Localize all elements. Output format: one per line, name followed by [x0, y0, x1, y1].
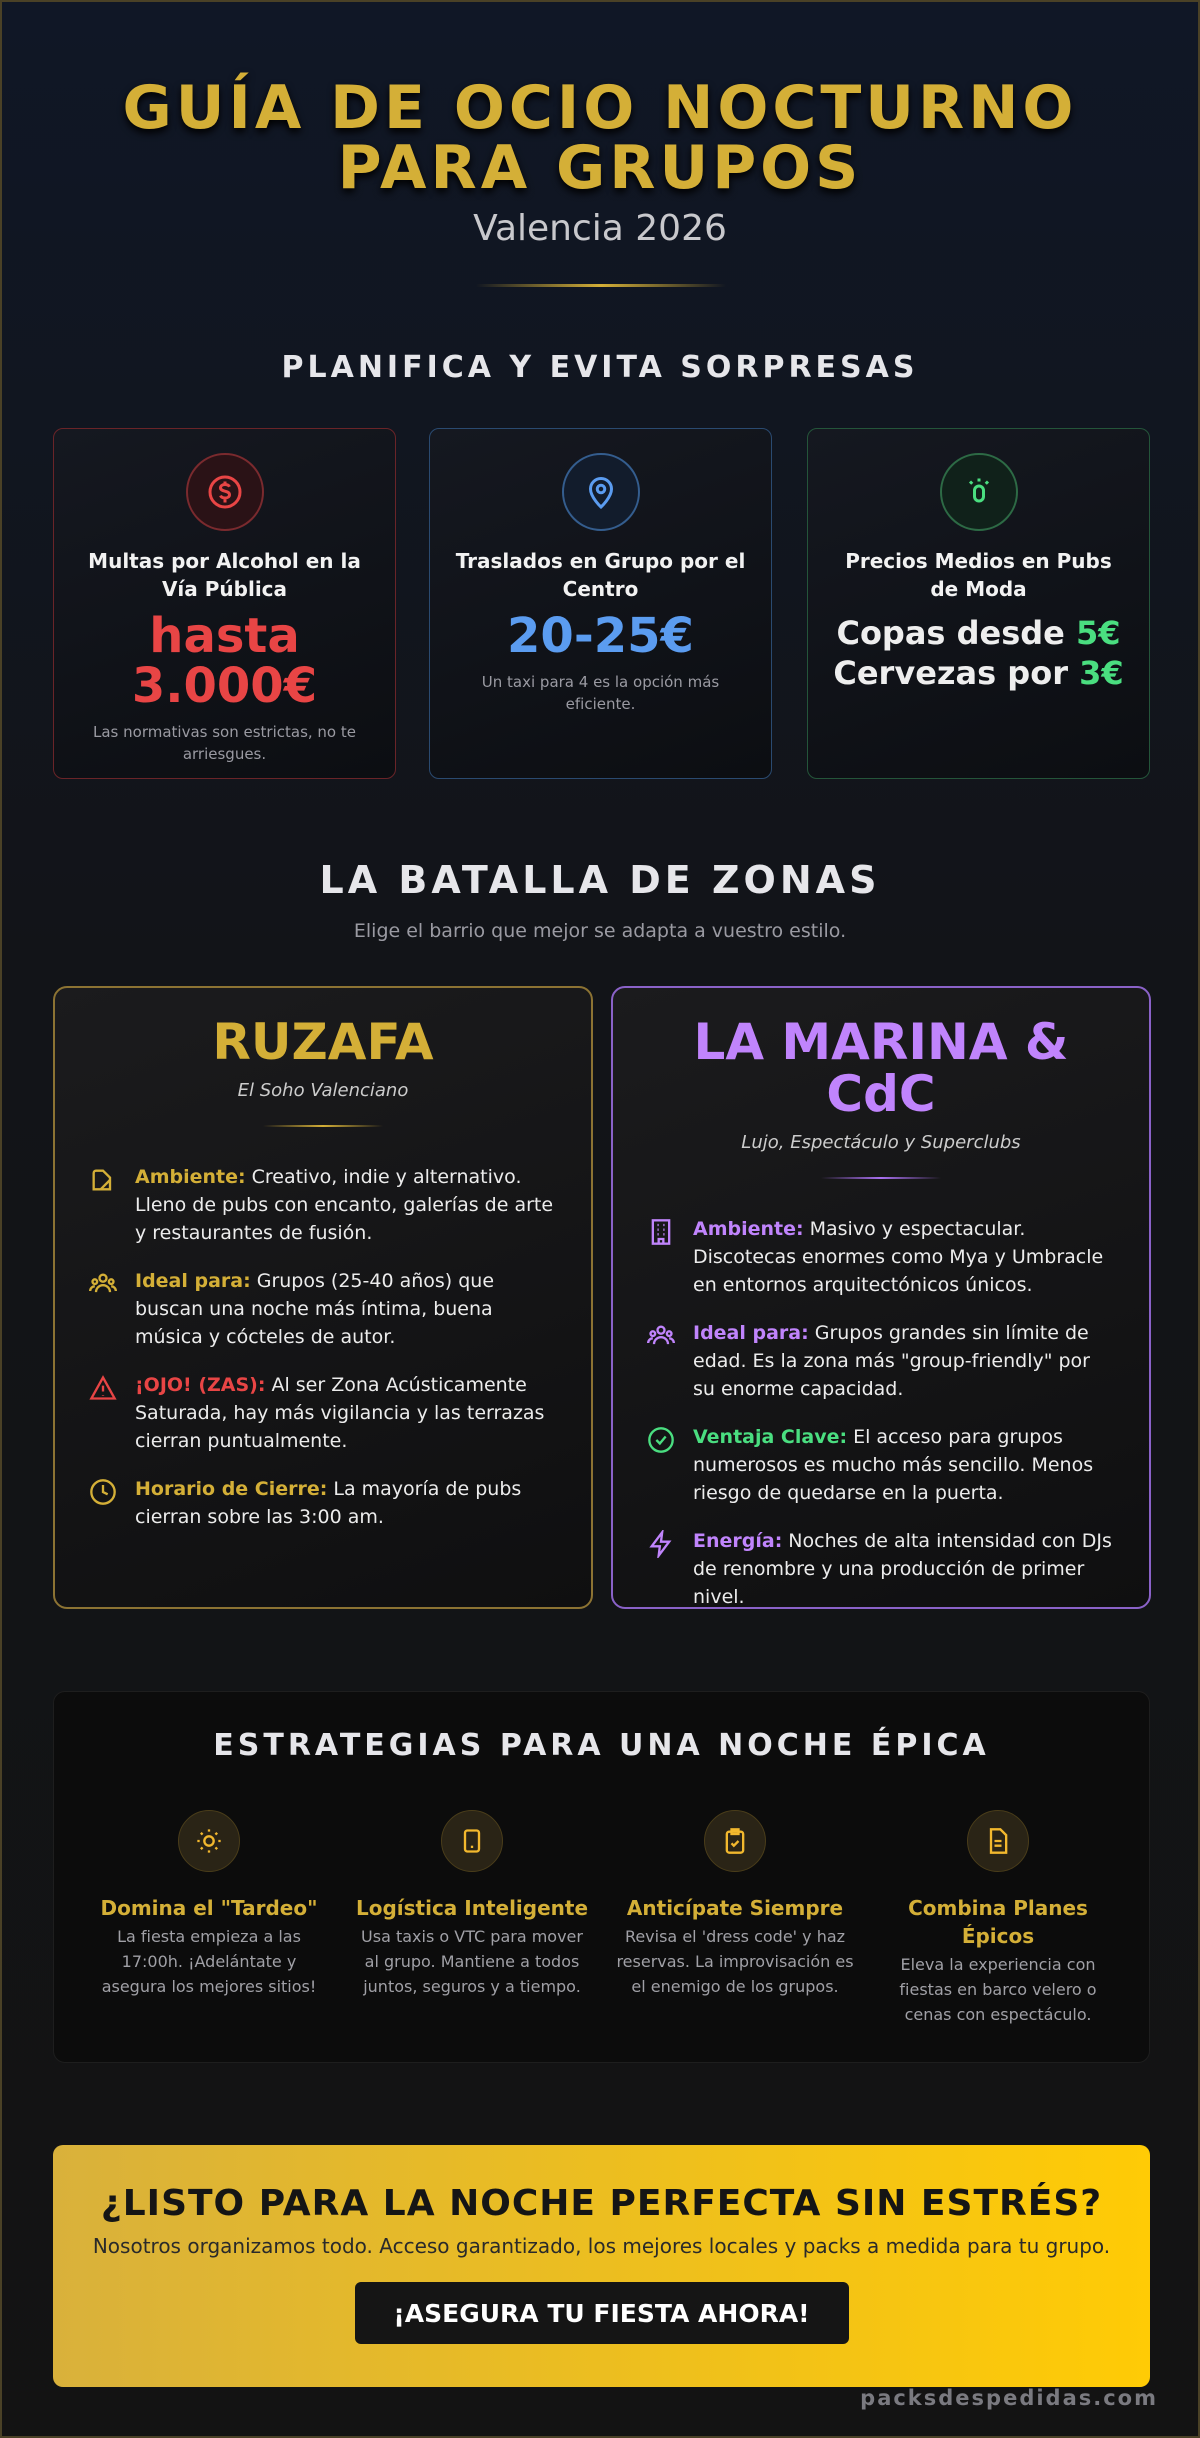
card-note: Las normativas son estrictas, no te arri…	[93, 723, 356, 763]
item-label: Ambiente:	[693, 1218, 804, 1240]
title: PARA GRUPOS	[337, 133, 863, 203]
cta-text: Nosotros organizamos todo. Acceso garant…	[92, 2234, 1111, 2258]
strategy-text: Eleva la experiencia con fiestas en barc…	[899, 1955, 1097, 2024]
strategy-text: La fiesta empieza a las 17:00h. ¡Adelánt…	[101, 1927, 317, 1996]
icon	[561, 453, 640, 531]
item-label: Ventaja Clave:	[693, 1426, 848, 1448]
icon	[967, 1810, 1029, 1872]
icon	[185, 453, 264, 531]
strategy-title: Anticípate Siempre	[626, 1896, 844, 1920]
strategy-title: Logística Inteligente	[355, 1896, 589, 1920]
cta-banner: ¿LISTO PARA LA NOCHE PERFECTA SIN ESTRÉS…	[53, 2145, 1150, 2387]
zone-card: RUZAFA El Soho Valenciano Ambiente: Creat…	[53, 986, 593, 1609]
price-label: Copas desde	[836, 614, 1065, 652]
icon	[939, 453, 1018, 531]
icon	[441, 1810, 503, 1872]
cta-title: ¿LISTO PARA LA NOCHE PERFECTA SIN ESTRÉS…	[100, 2183, 1103, 2224]
zone-tagline: Lujo, Espectáculo y Superclubs	[741, 1132, 1021, 1153]
item-label: Ambiente:	[135, 1166, 246, 1188]
card-value: 20-25€	[507, 608, 694, 664]
zone-item: Energía: Noches de alta intensidad con DJ…	[647, 1527, 1115, 1611]
price-label: Cervezas por	[833, 654, 1068, 692]
zone-item: Horario de Cierre: La mayoría de pubs cie…	[89, 1475, 557, 1531]
card-title: Traslados en Grupo por el Centro	[455, 549, 746, 601]
footer-brand: packsdespedidas.com	[860, 2386, 1158, 2410]
strategy: Combina Planes Épicos Eleva la experienci…	[878, 1810, 1118, 2027]
strategy-title: Domina el "Tardeo"	[100, 1896, 318, 1920]
item-label: Horario de Cierre:	[135, 1478, 328, 1500]
strategy: Anticípate Siempre Revisa el 'dress code'…	[615, 1810, 855, 1999]
strategy-title: Combina Planes Épicos	[908, 1896, 1088, 1948]
section-heading: PLANIFICA Y EVITA SORPRESAS	[281, 350, 919, 385]
title: GUÍA DE OCIO NOCTURNO	[122, 73, 1078, 143]
zone-item: Ambiente: Creativo, indie y alternativo. …	[89, 1163, 557, 1247]
zone-item: ¡OJO! (ZAS): Al ser Zona Acústicamente Sa…	[89, 1371, 557, 1455]
divider	[821, 1177, 941, 1179]
price-line: Copas desde 5€	[832, 613, 1125, 653]
item-text: Grupos grandes sin límite de edad. Es la…	[693, 1322, 1090, 1400]
cta-button[interactable]: ¡ASEGURA TU FIESTA AHORA!	[354, 2282, 849, 2344]
zone-tagline: El Soho Valenciano	[237, 1080, 409, 1101]
icon	[178, 1810, 240, 1872]
section-heading: ESTRATEGIAS PARA UNA NOCHE ÉPICA	[213, 1728, 990, 1763]
zone-name: LA MARINA & CdC	[693, 1013, 1069, 1123]
item-text: Masivo y espectacular. Discotecas enorme…	[693, 1218, 1104, 1296]
icon	[704, 1810, 766, 1872]
card-note: Un taxi para 4 es la opción más eficient…	[481, 673, 720, 713]
item-text: La mayoría de pubs cierran sobre las 3:0…	[135, 1478, 522, 1528]
price: 5€	[1076, 614, 1121, 652]
strategy-text: Revisa el 'dress code' y haz reservas. L…	[616, 1927, 854, 1996]
section-heading: LA BATALLA DE ZONAS	[319, 858, 881, 902]
divider	[476, 284, 726, 287]
zone-card: LA MARINA & CdC Lujo, Espectáculo y Supe…	[611, 986, 1151, 1609]
divider	[263, 1125, 383, 1127]
strategy: Domina el "Tardeo" La fiesta empieza a la…	[89, 1810, 329, 1999]
card-value: hasta 3.000€	[131, 608, 318, 714]
item-text: Creativo, indie y alternativo. Lleno de …	[135, 1166, 554, 1244]
item-label: Ideal para:	[693, 1322, 809, 1344]
section-subtitle: Elige el barrio que mejor se adapta a vu…	[353, 920, 847, 942]
item-text: El acceso para grupos numerosos es mucho…	[693, 1426, 1094, 1504]
zone-name: RUZAFA	[212, 1013, 434, 1071]
card-title: Multas por Alcohol en la Vía Pública	[88, 549, 361, 601]
zone-item: Ideal para: Grupos grandes sin límite de …	[647, 1319, 1115, 1403]
stat-card: Multas por Alcohol en la Vía Pública has…	[53, 428, 396, 779]
item-label: Ideal para:	[135, 1270, 251, 1292]
stat-card: Traslados en Grupo por el Centro 20-25€ …	[429, 428, 772, 779]
zone-item: Ventaja Clave: El acceso para grupos nume…	[647, 1423, 1115, 1507]
item-label: Energía:	[693, 1530, 783, 1552]
stat-card: Precios Medios en Pubs de Moda Copas des…	[807, 428, 1150, 779]
strategy: Logística Inteligente Usa taxis o VTC par…	[352, 1810, 592, 1999]
card-title: Precios Medios en Pubs de Moda	[845, 549, 1112, 601]
zone-item: Ambiente: Masivo y espectacular. Discotec…	[647, 1215, 1115, 1299]
strategies-panel: ESTRATEGIAS PARA UNA NOCHE ÉPICA Domina …	[53, 1691, 1150, 2063]
price: 3€	[1079, 654, 1124, 692]
price-line: Cervezas por 3€	[832, 653, 1125, 693]
item-text: Al ser Zona Acústicamente Saturada, hay …	[135, 1374, 545, 1452]
zone-item: Ideal para: Grupos (25-40 años) que busca…	[89, 1267, 557, 1351]
item-text: Noches de alta intensidad con DJs de ren…	[693, 1530, 1112, 1608]
item-text: Grupos (25-40 años) que buscan una noche…	[135, 1270, 495, 1348]
subtitle: Valencia 2026	[473, 208, 727, 249]
item-label: ¡OJO! (ZAS):	[135, 1374, 266, 1396]
strategy-text: Usa taxis o VTC para mover al grupo. Man…	[361, 1927, 583, 1996]
